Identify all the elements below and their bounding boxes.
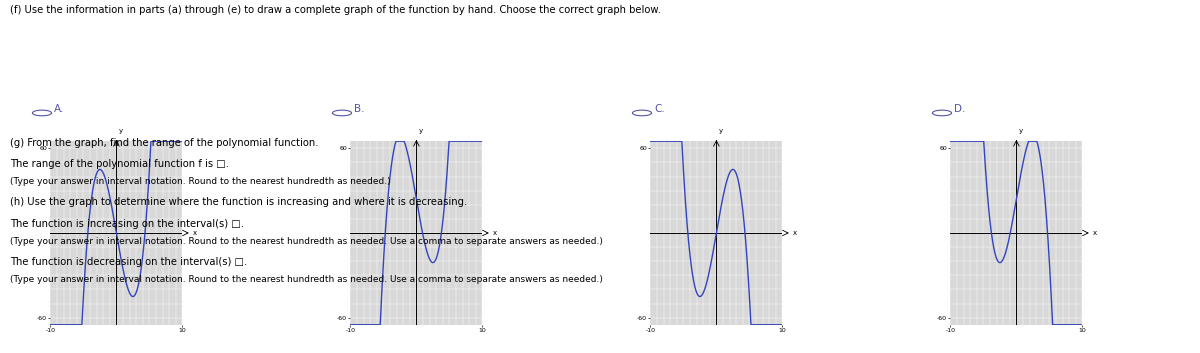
Text: The range of the polynomial function f is □.: The range of the polynomial function f i… [10,159,228,169]
Text: B.: B. [354,104,365,114]
Text: D.: D. [954,104,965,114]
Text: x: x [792,230,797,236]
Text: The function is increasing on the interval(s) □.: The function is increasing on the interv… [10,219,244,229]
Text: y: y [419,128,422,134]
Text: x: x [192,230,197,236]
Text: (f) Use the information in parts (a) through (e) to draw a complete graph of the: (f) Use the information in parts (a) thr… [10,5,660,15]
Text: (Type your answer in interval notation. Round to the nearest hundredth as needed: (Type your answer in interval notation. … [10,237,602,246]
Text: y: y [119,128,122,134]
Text: y: y [719,128,722,134]
Text: (h) Use the graph to determine where the function is increasing and where it is : (h) Use the graph to determine where the… [10,197,467,208]
Text: The function is decreasing on the interval(s) □.: The function is decreasing on the interv… [10,257,247,267]
Text: A.: A. [54,104,65,114]
Text: x: x [492,230,497,236]
Text: x: x [1092,230,1097,236]
Text: C.: C. [654,104,665,114]
Text: y: y [1019,128,1022,134]
Text: (Type your answer in interval notation. Round to the nearest hundredth as needed: (Type your answer in interval notation. … [10,177,390,186]
Text: (g) From the graph, find the range of the polynomial function.: (g) From the graph, find the range of th… [10,138,318,148]
Text: (Type your answer in interval notation. Round to the nearest hundredth as needed: (Type your answer in interval notation. … [10,275,602,284]
